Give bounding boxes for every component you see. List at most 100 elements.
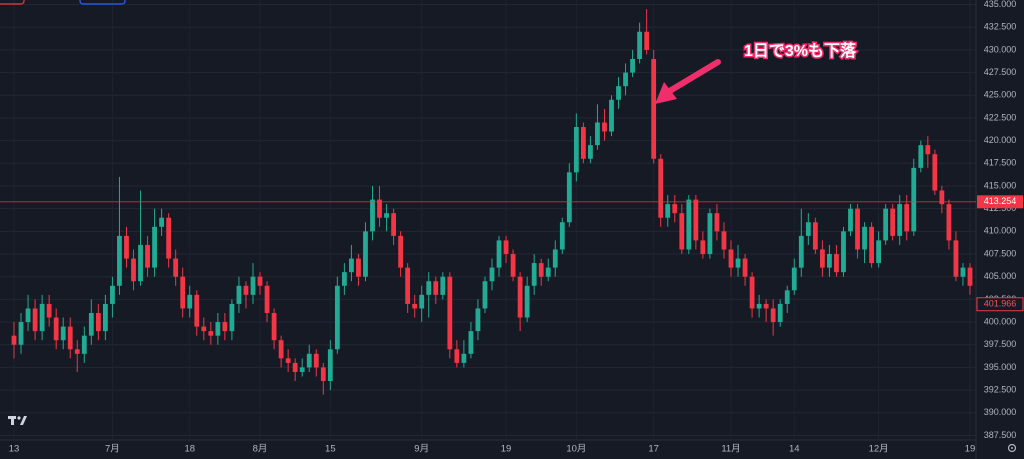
candle-body [391,213,396,236]
annotation-text: 1日で3%も下落 [744,41,857,60]
candle-body [644,31,650,50]
candle-body [264,285,270,313]
y-tick-label: 415.000 [984,180,1017,190]
y-tick-label: 427.500 [984,67,1017,77]
candle-body [918,145,924,168]
price-label: 413.254 [984,196,1017,206]
candle-body [412,303,418,309]
candle-body [897,204,903,236]
candle-body [124,235,129,259]
candle-body [131,258,136,282]
candle-body [363,231,368,277]
candle-body [356,258,361,277]
candle-body [552,249,558,268]
candle-body [672,204,678,214]
candle-body [707,213,713,255]
candle-body [798,235,804,268]
candles [11,9,973,395]
y-tick-label: 432.500 [984,22,1017,32]
y-tick-label: 435.000 [984,0,1017,9]
candle-body [60,326,66,341]
candle-body [187,294,193,309]
candle-body [756,303,762,309]
candle-body [679,213,685,250]
candle-body [327,349,333,382]
candle-body [580,127,586,159]
candle-body [573,127,579,173]
y-tick-label: 390.000 [984,407,1017,417]
candle-body [848,208,853,232]
price-label-box [977,195,1023,209]
candle-body [95,312,101,332]
candle-body [855,208,860,250]
candle-body [693,199,699,241]
candle-body [53,317,59,341]
candle-body [714,213,720,232]
candle-body [292,362,298,372]
candle-body [102,303,108,332]
candle-body [559,222,565,250]
candle-body [117,235,122,286]
candle-body [904,204,910,232]
candle-body [953,240,959,277]
x-tick-label: 18 [184,444,195,455]
candle-body [510,254,516,277]
candle-body [88,312,94,336]
candle-body [468,331,474,354]
candle-body [257,276,263,286]
candle-body [67,326,73,350]
candle-body [700,240,706,255]
candle-body [658,158,664,218]
candle-body [475,308,481,332]
candle-body [320,367,326,382]
candle-body [735,258,741,268]
toolbar-badge[interactable] [0,0,25,5]
candle-body [883,208,889,241]
candle-body [341,272,347,286]
candle-body [180,276,186,309]
candle-body [819,249,825,268]
candle-body [384,213,389,218]
candle-body [159,217,165,227]
candle-body [349,258,354,273]
toolbar-badge[interactable] [79,0,126,5]
candle-body [841,231,846,273]
candle-body [278,340,284,359]
settings-icon[interactable] [1007,443,1017,453]
y-tick-label: 397.500 [984,339,1017,349]
x-tick-label: 19 [501,444,512,455]
candle-body [728,249,734,268]
candle-body [763,303,769,309]
x-tick-label: 8月 [253,444,268,455]
candle-body [215,322,221,336]
x-tick-label: 19 [965,444,976,455]
candle-body [81,335,87,354]
candle-body [742,258,748,277]
candle-body [524,285,530,318]
candle-body [299,367,305,372]
y-tick-label: 405.000 [984,271,1017,281]
candle-body [651,58,657,159]
y-tick-label: 395.000 [984,362,1017,372]
candle-body [630,58,635,73]
candle-body [623,72,628,87]
candle-body [440,276,446,295]
candle-body [250,276,256,295]
candle-body [489,267,495,282]
y-tick-label: 425.000 [984,90,1017,100]
x-tick-label: 14 [789,444,800,455]
overlay: 413.254 401.966 [0,195,1024,312]
candle-body [932,154,938,191]
candle-body [834,254,839,273]
y-tick-label: 400.000 [984,316,1017,326]
candle-body [426,281,432,295]
candle-body [531,263,537,286]
candle-body [208,331,214,336]
candle-body [46,303,52,318]
candle-body [827,254,832,268]
candle-body [721,231,727,250]
candle-body [419,294,425,309]
candle-body [11,335,17,345]
candle-body [18,322,24,345]
